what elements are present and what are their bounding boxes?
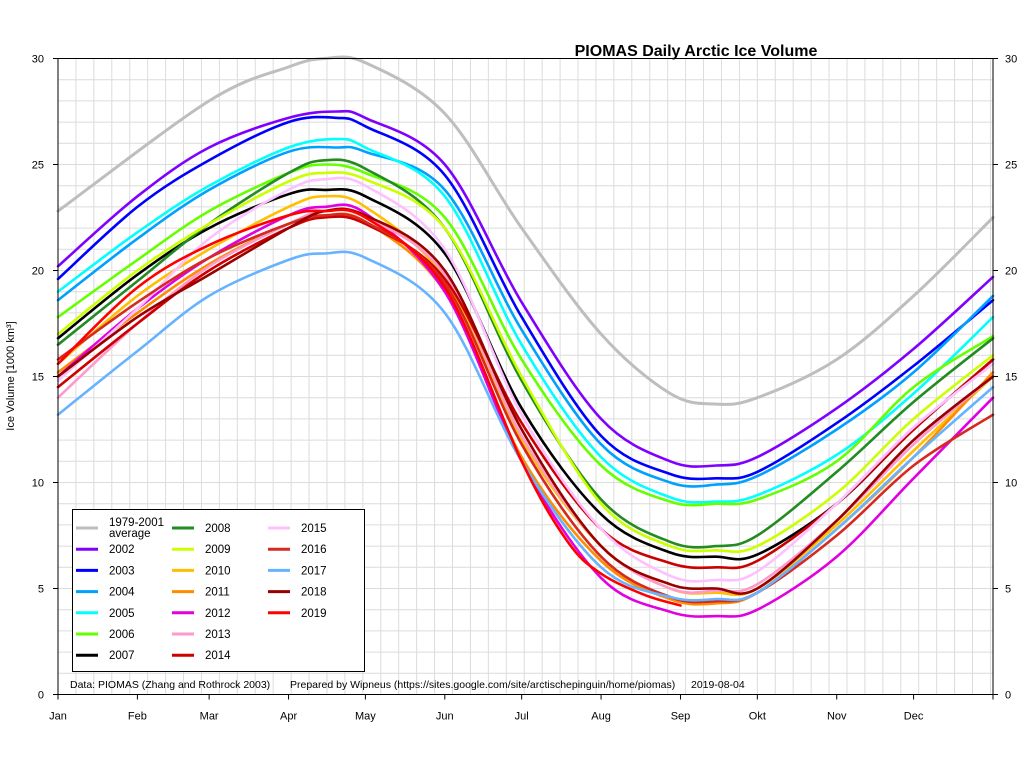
series-line-2008 <box>56 158 995 549</box>
legend-label: 2002 <box>109 544 135 556</box>
legend-label: 2005 <box>109 608 135 620</box>
series-line-2005 <box>56 137 995 504</box>
x-tick-label: Okt <box>749 711 766 723</box>
legend-label: 2016 <box>301 544 327 556</box>
y-tick-label-left: 15 <box>32 372 44 384</box>
series-line-2009 <box>56 171 995 554</box>
series-line-2018 <box>56 207 995 595</box>
legend-label: 2010 <box>205 565 231 577</box>
y-tick-label-right: 0 <box>1005 690 1011 702</box>
x-tick-label: Dec <box>904 711 924 723</box>
legend-label: 2007 <box>109 650 135 662</box>
y-axis-label: Ice Volume [1000 km³] <box>5 321 17 430</box>
footer-prepared-by: Prepared by Wipneus (https://sites.googl… <box>290 679 675 691</box>
x-tick-label: May <box>355 711 376 723</box>
series-line-2019 <box>56 208 682 607</box>
footer-date: 2019-08-04 <box>691 679 745 691</box>
x-tick-label: Jun <box>436 711 454 723</box>
legend-label: 2014 <box>205 650 231 662</box>
x-tick-label: Jul <box>515 711 529 723</box>
x-tick-label: Jan <box>49 711 67 723</box>
legend-label: 1979-2001 average <box>109 517 164 540</box>
y-tick-label-right: 15 <box>1005 372 1017 384</box>
legend-label: 2015 <box>301 523 327 535</box>
legend: 1979-2001 average 2002 2003 2004 2005 2006 2007… <box>72 509 365 672</box>
legend-label: 2019 <box>301 608 327 620</box>
footer-data-credit: Data: PIOMAS (Zhang and Rothrock 2003) <box>70 679 270 691</box>
legend-label: 2017 <box>301 565 327 577</box>
y-tick-label-left: 20 <box>32 266 44 278</box>
y-tick-label-left: 0 <box>38 690 44 702</box>
legend-label: 2004 <box>109 587 135 599</box>
series-group <box>56 55 995 618</box>
x-tick-label: Aug <box>591 711 611 723</box>
legend-box <box>72 509 365 672</box>
y-tick-label-right: 20 <box>1005 266 1017 278</box>
y-tick-label-right: 25 <box>1005 160 1017 172</box>
y-tick-label-left: 30 <box>32 54 44 66</box>
legend-label: 2013 <box>205 629 231 641</box>
legend-label: 2009 <box>205 544 231 556</box>
series-line-2010 <box>56 194 995 597</box>
legend-label: 2018 <box>301 587 327 599</box>
legend-label: 2012 <box>205 608 231 620</box>
x-tick-label: Sep <box>671 711 691 723</box>
series-line-2016 <box>56 212 995 604</box>
legend-label: 2008 <box>205 523 231 535</box>
legend-label: 2003 <box>109 565 135 577</box>
series-line-1979-2001 <box>56 55 995 406</box>
y-tick-label-left: 10 <box>32 478 44 490</box>
axes: 0 0 5 5 10 10 15 15 20 20 25 25 30 30 Jan Feb Mar Apr May J… <box>32 54 1018 723</box>
x-tick-label: Apr <box>280 711 297 723</box>
y-tick-label-left: 5 <box>38 584 44 596</box>
y-tick-label-right: 5 <box>1005 584 1011 596</box>
series-line-2015 <box>56 176 995 583</box>
y-tick-label-left: 25 <box>32 160 44 172</box>
legend-label: 2011 <box>205 587 230 599</box>
series-line-2004 <box>56 145 995 488</box>
y-tick-label-right: 30 <box>1005 54 1017 66</box>
x-tick-label: Nov <box>827 711 847 723</box>
x-tick-label: Feb <box>128 711 147 723</box>
y-tick-label-right: 10 <box>1005 478 1017 490</box>
x-tick-label: Mar <box>200 711 219 723</box>
chart-title: PIOMAS Daily Arctic Ice Volume <box>575 43 818 60</box>
legend-label: 2006 <box>109 629 135 641</box>
series-line-2002 <box>56 109 995 468</box>
series-line-2006 <box>56 163 995 507</box>
series-line-2003 <box>56 115 995 481</box>
